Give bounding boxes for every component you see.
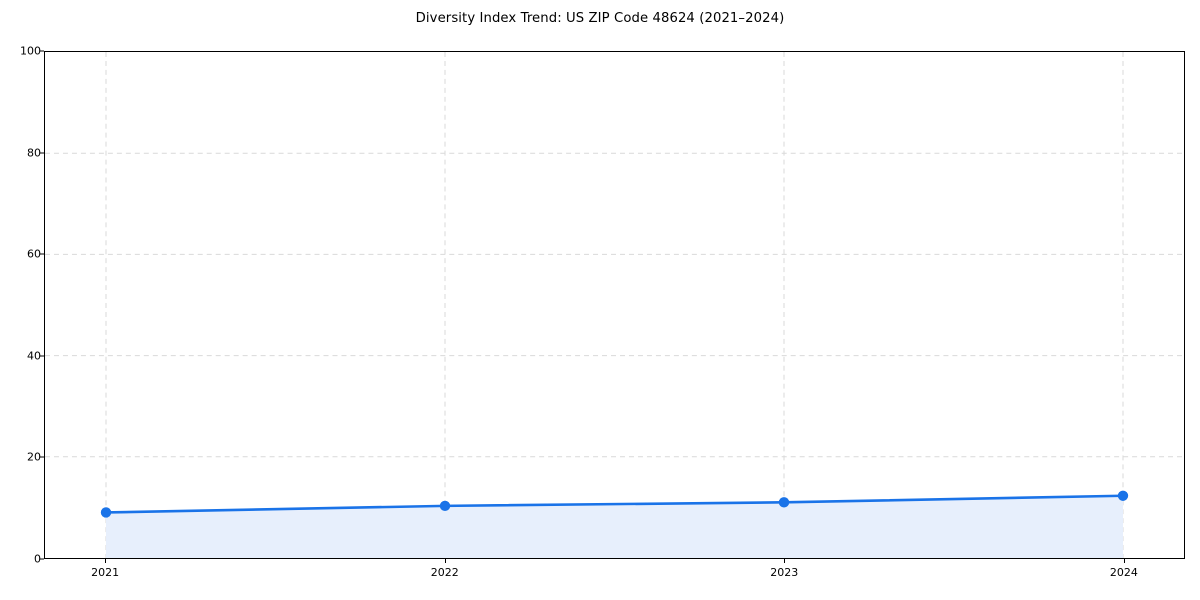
y-tick-label: 40 [27,349,41,363]
y-tick-label: 20 [27,450,41,464]
y-tick-label: 100 [20,44,41,58]
gridlines [45,52,1184,558]
x-tick-label: 2024 [1109,566,1138,579]
y-tick-mark [40,558,44,560]
area-fill [106,495,1123,558]
y-tick-mark [40,50,44,52]
y-tick-label: 0 [34,552,41,566]
x-tick-mark [784,559,786,563]
y-tick-mark [40,355,44,357]
plot-area: 2021: 9 2022: 10.3 2023: 11 2024: 12.3 [44,51,1185,559]
x-tick-mark [1123,559,1125,563]
y-tick-mark [40,456,44,458]
data-point-marker[interactable]: 2023: 11 [778,497,790,508]
chart-title: Diversity Index Trend: US ZIP Code 48624… [415,11,785,26]
data-point-marker[interactable]: 2022: 10.3 [439,500,451,512]
data-point-marker[interactable]: 2021: 9 [100,507,112,518]
series-layer: 2021: 9 2022: 10.3 2023: 11 2024: 12.3 [100,490,1129,558]
series-line [104,494,1125,514]
y-tick-label: 80 [27,146,41,160]
x-tick-label: 2021 [91,566,120,579]
x-tick-mark [444,559,446,563]
y-tick-mark [40,253,44,255]
x-tick-mark [105,559,107,563]
x-tick-label: 2022 [430,566,459,579]
y-tick-mark [40,152,44,154]
x-tick-label: 2023 [770,566,799,579]
data-point-marker[interactable]: 2024: 12.3 [1117,490,1129,501]
y-tick-label: 60 [27,247,41,261]
